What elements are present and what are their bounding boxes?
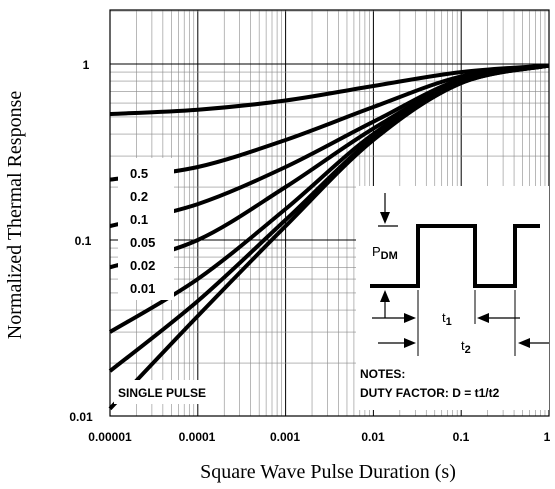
pdm-label: PDM [372, 244, 398, 262]
t2-arrow-right-head [518, 338, 530, 348]
pdm-arrow-up-head [380, 290, 390, 302]
curve-layer [108, 63, 550, 411]
legend-label-0.1: 0.1 [130, 212, 148, 227]
legend-label-0.01: 0.01 [130, 281, 155, 296]
x-tick-label-0.001: 0.001 [270, 430, 300, 444]
duty-cycle-inset: PDM t1 t2 NOTES: DUTY FACTOR: D = t1/t2 [356, 186, 549, 410]
x-tick-label-0.0001: 0.0001 [179, 430, 216, 444]
y-tick-label-0.01: 0.01 [69, 410, 93, 424]
y-axis-title: Normalized Thermal Response [4, 91, 26, 340]
x-tick-label-0.00001: 0.00001 [88, 430, 132, 444]
curve-0.2 [109, 63, 550, 182]
legend-label-0.05: 0.05 [130, 235, 155, 250]
notes-title: NOTES: [360, 367, 405, 381]
single-pulse-label: SINGLE PULSE [118, 386, 206, 400]
legend-label-0.5: 0.5 [130, 166, 148, 181]
x-tick-label-1: 1 [544, 430, 551, 444]
t1-arrow-right-head [477, 313, 489, 323]
duty-factor-note: DUTY FACTOR: D = t1/t2 [360, 386, 500, 400]
legend-label-0.02: 0.02 [130, 258, 155, 273]
curve-0.5 [109, 63, 550, 116]
y-tick-label-0.1: 0.1 [75, 234, 92, 248]
single-pulse-label-background [114, 380, 210, 404]
t1-arrow-left-head [404, 313, 416, 323]
pulse-waveform [370, 224, 540, 288]
legend-background [118, 158, 174, 300]
t2-arrow-left-head [404, 338, 416, 348]
y-tick-label-1: 1 [83, 58, 90, 72]
x-tick-label-0.01: 0.01 [361, 430, 385, 444]
x-axis-title: Square Wave Pulse Duration (s) [200, 461, 456, 483]
t2-label: t2 [461, 338, 471, 356]
pdm-arrow-down-head [380, 212, 390, 224]
curve-single-pulse [108, 63, 550, 411]
t1-label: t1 [442, 310, 452, 328]
legend-label-0.2: 0.2 [130, 189, 148, 204]
x-tick-label-0.1: 0.1 [453, 430, 470, 444]
